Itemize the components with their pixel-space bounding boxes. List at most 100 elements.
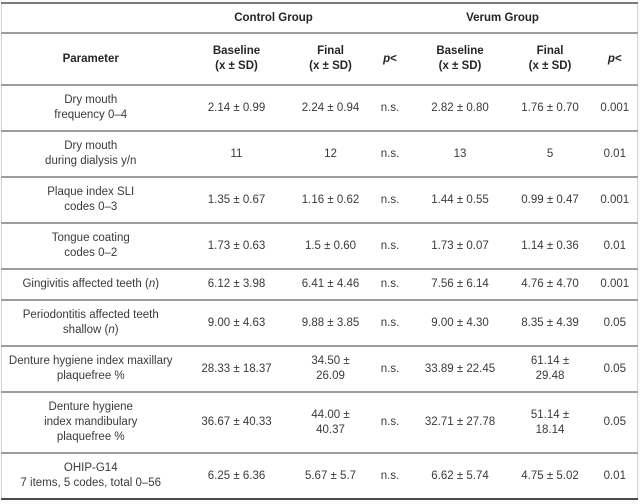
baseline-label: Baseline — [436, 45, 484, 57]
col-header-control-final: Final (x ± SD) — [293, 33, 368, 86]
p-label: p — [607, 52, 615, 65]
table-header: Control Group Verum Group Parameter Base… — [1, 3, 638, 86]
control-baseline-cell: 6.25 ± 6.36 — [179, 453, 294, 500]
column-header-row: Parameter Baseline (x ± SD) Final (x ± SD)… — [1, 33, 638, 86]
col-header-control-p: p< — [367, 33, 413, 86]
parameter-cell: Dry mouth frequency 0–4 — [1, 85, 180, 132]
group-header-verum: Verum Group — [412, 3, 593, 34]
col-header-verum-p: p< — [592, 33, 638, 86]
control-final-cell: 34.50 ± 26.09 — [293, 346, 368, 393]
verum-final-cell: 0.99 ± 0.47 — [507, 177, 593, 224]
col-header-verum-baseline: Baseline (x ± SD) — [412, 33, 508, 86]
table-row: Dry mouth during dialysis y/n 11 12 n.s. 13 5 0… — [1, 131, 638, 178]
verum-p-cell: 0.001 — [592, 269, 638, 301]
baseline-label: Baseline — [212, 45, 261, 57]
parameter-cell: OHIP-G14 7 items, 5 codes, total 0–56 — [1, 453, 180, 500]
control-baseline-cell: 36.67 ± 40.33 — [179, 392, 294, 454]
col-header-parameter: Parameter — [1, 33, 180, 86]
verum-p-cell: 0.01 — [592, 453, 638, 500]
verum-final-cell: 4.75 ± 5.02 — [507, 453, 593, 500]
verum-final-cell: 1.76 ± 0.70 — [507, 85, 593, 132]
control-final-cell: 44.00 ± 40.37 — [293, 392, 368, 454]
verum-p-cell: 0.05 — [592, 392, 638, 454]
parameter-cell: Tongue coating codes 0–2 — [1, 223, 180, 270]
control-p-cell: n.s. — [367, 85, 413, 132]
control-baseline-cell: 1.35 ± 0.67 — [179, 177, 294, 224]
verum-baseline-cell: 32.71 ± 27.78 — [412, 392, 508, 454]
verum-p-cell: 0.05 — [592, 346, 638, 393]
col-header-verum-final: Final (x ± SD) — [507, 33, 593, 86]
table-body: Dry mouth frequency 0–4 2.14 ± 0.99 2.24 ± … — [1, 85, 638, 500]
group-header-control: Control Group — [179, 3, 368, 34]
verum-final-cell: 61.14 ± 29.48 — [507, 346, 593, 393]
verum-p-cell: 0.01 — [592, 131, 638, 178]
verum-baseline-cell: 1.44 ± 0.55 — [412, 177, 508, 224]
group-header-spacer — [367, 3, 413, 34]
control-p-cell: n.s. — [367, 177, 413, 224]
verum-baseline-cell: 9.00 ± 4.30 — [412, 300, 508, 347]
verum-p-cell: 0.01 — [592, 223, 638, 270]
parameter-cell: Gingivitis affected teeth (n) — [1, 269, 180, 301]
table-row: Plaque index SLI codes 0–3 1.35 ± 0.67 1.16… — [1, 177, 638, 224]
verum-final-cell: 5 — [507, 131, 593, 178]
control-p-cell: n.s. — [367, 453, 413, 500]
table-row: Periodontitis affected teeth shallow (n) 9… — [1, 300, 638, 347]
table-row: Denture hygiene index mandibulary plaquefr… — [1, 392, 638, 454]
p-lt-label: < — [390, 52, 397, 65]
group-header-empty — [1, 3, 180, 34]
verum-baseline-cell: 2.82 ± 0.80 — [412, 85, 508, 132]
final-label: Final — [536, 45, 564, 57]
parameter-cell: Dry mouth during dialysis y/n — [1, 131, 180, 178]
group-header-row: Control Group Verum Group — [1, 3, 638, 34]
verum-baseline-cell: 33.89 ± 22.45 — [412, 346, 508, 393]
p-label: p — [383, 52, 391, 65]
parameter-cell: Denture hygiene index maxillary plaquefre… — [1, 346, 180, 393]
verum-baseline-cell: 1.73 ± 0.07 — [412, 223, 508, 270]
control-baseline-cell: 9.00 ± 4.63 — [179, 300, 294, 347]
table-row: Gingivitis affected teeth (n) 6.12 ± 3.98… — [1, 269, 638, 301]
control-baseline-cell: 6.12 ± 3.98 — [179, 269, 294, 301]
control-final-cell: 2.24 ± 0.94 — [293, 85, 368, 132]
verum-final-cell: 1.14 ± 0.36 — [507, 223, 593, 270]
p-lt-label: < — [614, 52, 622, 65]
table-row: OHIP-G14 7 items, 5 codes, total 0–56 6.25… — [1, 453, 638, 500]
verum-final-cell: 4.76 ± 4.70 — [507, 269, 593, 301]
control-final-cell: 1.5 ± 0.60 — [293, 223, 368, 270]
col-header-control-baseline: Baseline (x ± SD) — [179, 33, 294, 86]
control-p-cell: n.s. — [367, 131, 413, 178]
xsd-label: (x ± SD) — [309, 60, 352, 72]
control-p-cell: n.s. — [367, 300, 413, 347]
group-header-spacer-2 — [592, 3, 638, 34]
xsd-label: (x ± SD) — [438, 60, 482, 72]
table-row: Tongue coating codes 0–2 1.73 ± 0.63 1.5 ± … — [1, 223, 638, 270]
verum-final-cell: 8.35 ± 4.39 — [507, 300, 593, 347]
control-baseline-cell: 28.33 ± 18.37 — [179, 346, 294, 393]
control-baseline-cell: 2.14 ± 0.99 — [179, 85, 294, 132]
parameter-cell: Plaque index SLI codes 0–3 — [1, 177, 180, 224]
control-p-cell: n.s. — [367, 346, 413, 393]
control-final-cell: 1.16 ± 0.62 — [293, 177, 368, 224]
control-final-cell: 12 — [293, 131, 368, 178]
parameter-cell: Periodontitis affected teeth shallow (n) — [1, 300, 180, 347]
control-baseline-cell: 1.73 ± 0.63 — [179, 223, 294, 270]
verum-baseline-cell: 13 — [412, 131, 508, 178]
verum-baseline-cell: 6.62 ± 5.74 — [412, 453, 508, 500]
table-row: Denture hygiene index maxillary plaquefre… — [1, 346, 638, 393]
verum-final-cell: 51.14 ± 18.14 — [507, 392, 593, 454]
verum-p-cell: 0.001 — [592, 85, 638, 132]
parameter-cell: Denture hygiene index mandibulary plaquefr… — [1, 392, 180, 454]
control-final-cell: 5.67 ± 5.7 — [293, 453, 368, 500]
control-final-cell: 9.88 ± 3.85 — [293, 300, 368, 347]
verum-p-cell: 0.001 — [592, 177, 638, 224]
control-p-cell: n.s. — [367, 223, 413, 270]
xsd-label: (x ± SD) — [528, 60, 572, 72]
verum-p-cell: 0.05 — [592, 300, 638, 347]
table-row: Dry mouth frequency 0–4 2.14 ± 0.99 2.24 ± … — [1, 85, 638, 132]
control-p-cell: n.s. — [367, 392, 413, 454]
control-baseline-cell: 11 — [179, 131, 294, 178]
final-label: Final — [317, 45, 344, 57]
verum-baseline-cell: 7.56 ± 6.14 — [412, 269, 508, 301]
control-p-cell: n.s. — [367, 269, 413, 301]
